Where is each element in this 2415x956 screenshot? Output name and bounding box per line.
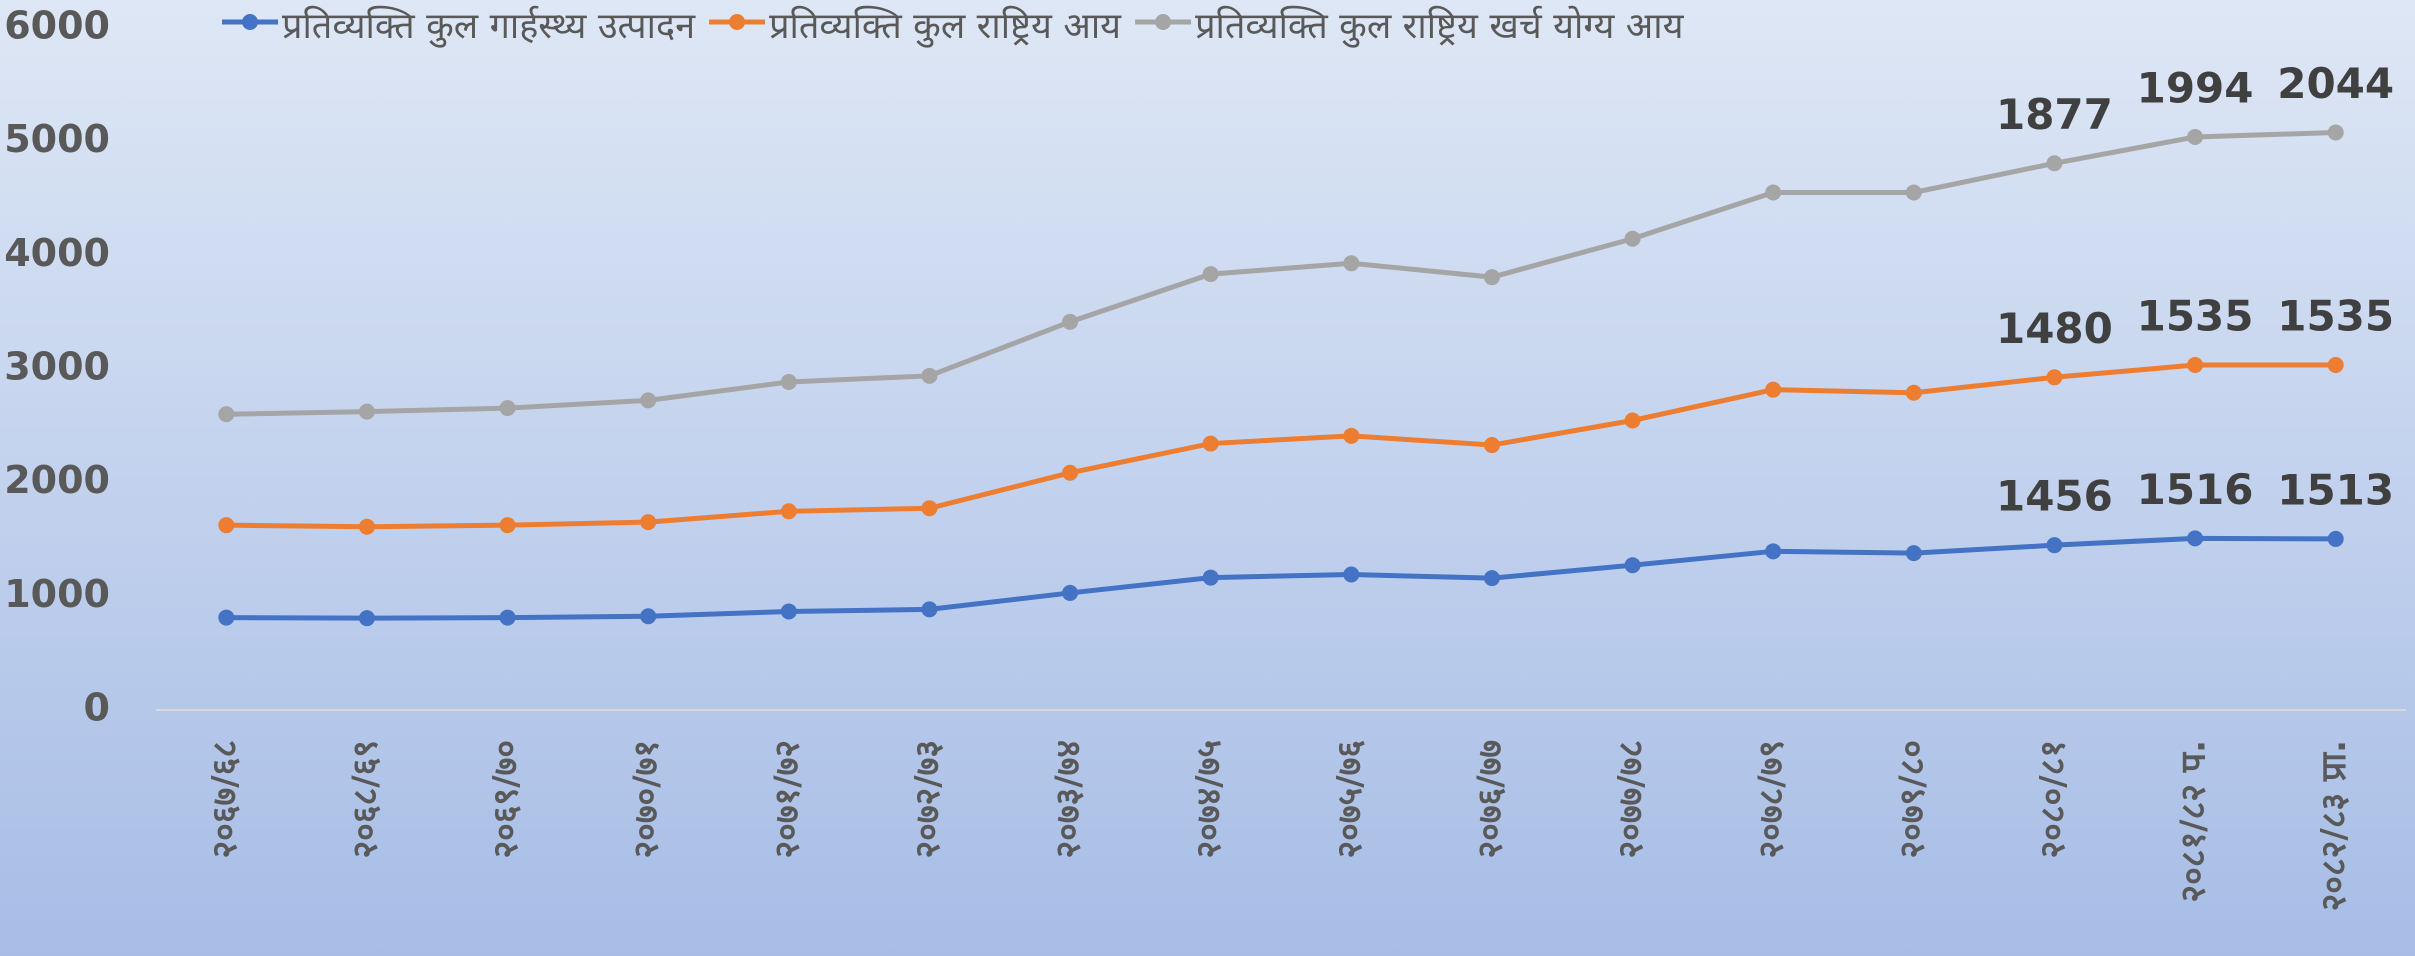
- point: [1765, 381, 1782, 398]
- legend-marker: [242, 14, 258, 30]
- point: [358, 403, 375, 420]
- data-label: 1535: [2137, 292, 2254, 341]
- point: [1062, 313, 1079, 330]
- point: [640, 392, 657, 409]
- point: [1483, 437, 1500, 454]
- point: [1765, 184, 1782, 201]
- point: [1483, 269, 1500, 286]
- point: [1624, 412, 1641, 429]
- x-tick-label: २०७१/७२: [767, 740, 807, 859]
- legend-marker: [1155, 14, 1172, 30]
- x-tick-label: २०७९/८०: [1892, 740, 1932, 859]
- point: [1062, 584, 1079, 601]
- data-label: 1994: [2137, 64, 2254, 113]
- point: [499, 609, 516, 626]
- point: [358, 610, 375, 627]
- y-tick-label: 1000: [4, 572, 110, 616]
- point: [1343, 566, 1360, 583]
- point: [2327, 124, 2344, 141]
- point: [1905, 545, 1922, 562]
- x-tick-label: २०७२/७३: [908, 740, 948, 859]
- point: [218, 517, 235, 534]
- point: [1202, 266, 1219, 283]
- x-tick-label: २०६९/७०: [486, 740, 526, 859]
- series-line: [226, 362, 2336, 530]
- x-tick-label: २०८०/८१: [2033, 740, 2073, 859]
- point: [358, 518, 375, 535]
- point: [921, 601, 938, 618]
- series-line: [226, 129, 2336, 417]
- point: [1483, 570, 1500, 587]
- x-tick-label: २०६७/६८: [205, 740, 245, 859]
- point: [2046, 155, 2063, 172]
- point: [780, 503, 797, 520]
- y-tick-label: 0: [84, 686, 110, 730]
- point: [1624, 230, 1641, 247]
- x-tick-label: २०८२/८३ प्रा.: [2314, 740, 2354, 911]
- y-tick-label: 4000: [4, 231, 110, 275]
- point: [2046, 537, 2063, 554]
- point: [499, 400, 516, 417]
- x-tick-label: २०७४/७५: [1189, 740, 1229, 859]
- x-tick-label: २०८१/८२ प.: [2174, 740, 2214, 903]
- point: [640, 608, 657, 625]
- legend-label: प्रतिव्यक्ति कुल गार्हस्थ्य उत्पादन: [282, 5, 696, 48]
- data-label: 2044: [2277, 59, 2394, 108]
- point: [1062, 464, 1079, 481]
- x-tick-label: २०७८/७९: [1752, 740, 1792, 859]
- point: [2187, 357, 2204, 374]
- point: [1343, 255, 1360, 272]
- data-label: 1516: [2137, 465, 2254, 514]
- x-tick-label: २०६८/६९: [345, 740, 385, 859]
- x-tick-label: २०७६/७७: [1470, 740, 1510, 859]
- point: [640, 514, 657, 531]
- point: [780, 373, 797, 390]
- point: [499, 517, 516, 534]
- y-tick-label: 2000: [4, 458, 110, 502]
- point: [1343, 427, 1360, 444]
- legend-label: प्रतिव्यक्ति कुल राष्ट्रिय खर्च योग्य आय: [1195, 5, 1685, 48]
- point: [1905, 384, 1922, 401]
- data-label: 1513: [2277, 465, 2394, 514]
- point: [2327, 530, 2344, 547]
- point: [218, 609, 235, 626]
- point: [2046, 369, 2063, 386]
- point: [1624, 557, 1641, 574]
- x-tick-label: २०७७/७८: [1611, 740, 1651, 859]
- x-tick-label: २०७०/७१: [627, 740, 667, 859]
- y-tick-label: 3000: [4, 345, 110, 389]
- point: [780, 603, 797, 620]
- point: [2187, 530, 2204, 547]
- point: [921, 500, 938, 517]
- legend-label: प्रतिव्यक्ति कुल राष्ट्रिय आय: [769, 5, 1122, 48]
- data-label: 1877: [1996, 90, 2113, 139]
- x-tick-label: २०७५/७६: [1330, 740, 1370, 859]
- legend-marker: [729, 14, 746, 30]
- series-line: [226, 535, 2336, 621]
- data-label: 1456: [1996, 472, 2113, 521]
- y-tick-label: 6000: [4, 4, 110, 48]
- point: [1905, 184, 1922, 201]
- y-tick-label: 5000: [4, 117, 110, 161]
- point: [1765, 543, 1782, 560]
- data-label: 1480: [1996, 304, 2113, 353]
- point: [2327, 357, 2344, 374]
- point: [1202, 569, 1219, 586]
- x-tick-label: २०७३/७४: [1049, 740, 1089, 859]
- point: [218, 406, 235, 423]
- data-label: 1535: [2277, 292, 2394, 341]
- point: [2187, 129, 2204, 146]
- point: [921, 367, 938, 384]
- point: [1202, 435, 1219, 452]
